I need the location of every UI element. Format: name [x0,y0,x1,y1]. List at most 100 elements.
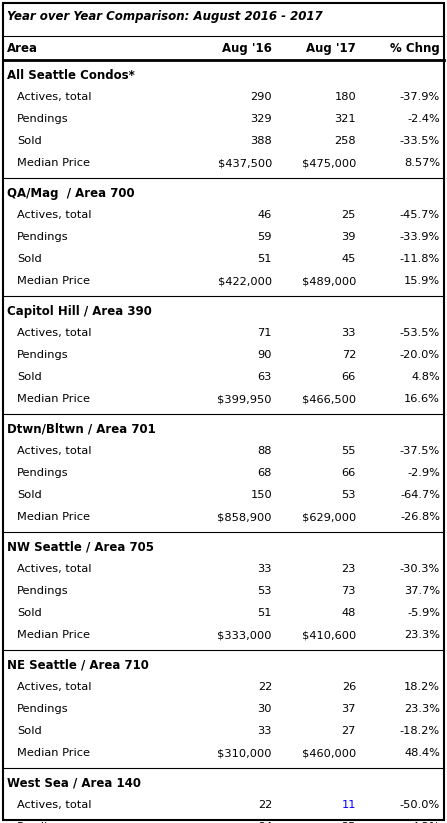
Text: Actives, total: Actives, total [17,446,92,456]
Text: Sold: Sold [17,490,42,500]
Text: 48.4%: 48.4% [404,748,440,758]
Text: 73: 73 [342,586,356,596]
Text: Median Price: Median Price [17,512,90,522]
Text: Capitol Hill / Area 390: Capitol Hill / Area 390 [7,305,152,318]
Text: 37.7%: 37.7% [404,586,440,596]
Text: Pendings: Pendings [17,114,69,124]
Text: 53: 53 [342,490,356,500]
Text: $437,500: $437,500 [218,158,272,168]
Text: -20.0%: -20.0% [400,350,440,360]
Text: Median Price: Median Price [17,394,90,404]
Text: 53: 53 [257,586,272,596]
Text: Pendings: Pendings [17,822,69,823]
Text: 51: 51 [257,608,272,618]
Text: Aug '17: Aug '17 [306,41,356,54]
Text: -26.8%: -26.8% [400,512,440,522]
Text: 37: 37 [342,704,356,714]
Text: 71: 71 [257,328,272,338]
Text: Actives, total: Actives, total [17,682,92,692]
Text: % Chng: % Chng [390,41,440,54]
Text: $475,000: $475,000 [302,158,356,168]
Text: 388: 388 [250,136,272,146]
Text: Sold: Sold [17,726,42,736]
Text: 8.57%: 8.57% [404,158,440,168]
Text: -53.5%: -53.5% [400,328,440,338]
Text: $466,500: $466,500 [302,394,356,404]
Text: 51: 51 [257,254,272,264]
Text: Median Price: Median Price [17,630,90,640]
Text: 48: 48 [342,608,356,618]
Text: Pendings: Pendings [17,350,69,360]
Text: Actives, total: Actives, total [17,800,92,810]
Text: $410,600: $410,600 [302,630,356,640]
Text: West Sea / Area 140: West Sea / Area 140 [7,776,141,789]
Text: 150: 150 [250,490,272,500]
Text: -37.5%: -37.5% [400,446,440,456]
Text: Median Price: Median Price [17,748,90,758]
Text: 23.3%: 23.3% [404,704,440,714]
Text: 321: 321 [334,114,356,124]
Text: NE Seattle / Area 710: NE Seattle / Area 710 [7,658,149,672]
Text: -2.4%: -2.4% [407,114,440,124]
Text: $489,000: $489,000 [302,276,356,286]
Text: $310,000: $310,000 [218,748,272,758]
Text: 66: 66 [342,372,356,382]
Text: 11: 11 [342,800,356,810]
Text: Median Price: Median Price [17,158,90,168]
Text: 22: 22 [258,800,272,810]
Text: 22: 22 [258,682,272,692]
Text: 24: 24 [258,822,272,823]
Text: 90: 90 [257,350,272,360]
Text: 88: 88 [257,446,272,456]
Text: $399,950: $399,950 [218,394,272,404]
Text: 25: 25 [342,822,356,823]
Text: Actives, total: Actives, total [17,564,92,574]
Text: 63: 63 [257,372,272,382]
Text: 59: 59 [257,232,272,242]
Text: 45: 45 [342,254,356,264]
Text: 18.2%: 18.2% [404,682,440,692]
Text: 27: 27 [342,726,356,736]
Text: Area: Area [7,41,38,54]
Text: Pendings: Pendings [17,586,69,596]
Text: 16.6%: 16.6% [404,394,440,404]
Text: Pendings: Pendings [17,468,69,478]
Text: 33: 33 [342,328,356,338]
Text: 33: 33 [257,564,272,574]
Text: Sold: Sold [17,608,42,618]
Text: -2.9%: -2.9% [407,468,440,478]
Text: -18.2%: -18.2% [400,726,440,736]
Text: $629,000: $629,000 [302,512,356,522]
Text: -50.0%: -50.0% [400,800,440,810]
Text: $460,000: $460,000 [302,748,356,758]
Text: -30.3%: -30.3% [400,564,440,574]
Text: Actives, total: Actives, total [17,210,92,220]
Text: -45.7%: -45.7% [400,210,440,220]
Text: Sold: Sold [17,136,42,146]
Text: 329: 329 [250,114,272,124]
Text: -33.5%: -33.5% [400,136,440,146]
Text: Sold: Sold [17,372,42,382]
Text: 33: 33 [257,726,272,736]
Text: Aug '16: Aug '16 [222,41,272,54]
Text: Median Price: Median Price [17,276,90,286]
Text: 290: 290 [250,92,272,102]
Text: 68: 68 [257,468,272,478]
Text: 180: 180 [334,92,356,102]
Text: Actives, total: Actives, total [17,92,92,102]
Text: -33.9%: -33.9% [400,232,440,242]
Text: 258: 258 [334,136,356,146]
Text: 30: 30 [257,704,272,714]
Text: -37.9%: -37.9% [400,92,440,102]
Text: 23: 23 [342,564,356,574]
Text: Year over Year Comparison: August 2016 - 2017: Year over Year Comparison: August 2016 -… [7,10,323,23]
Text: NW Seattle / Area 705: NW Seattle / Area 705 [7,541,154,554]
Text: Actives, total: Actives, total [17,328,92,338]
Text: $858,900: $858,900 [218,512,272,522]
Text: Dtwn/Bltwn / Area 701: Dtwn/Bltwn / Area 701 [7,422,156,435]
Text: 4.2%: 4.2% [411,822,440,823]
Text: 72: 72 [342,350,356,360]
Text: $422,000: $422,000 [218,276,272,286]
Text: 23.3%: 23.3% [404,630,440,640]
Text: $333,000: $333,000 [218,630,272,640]
